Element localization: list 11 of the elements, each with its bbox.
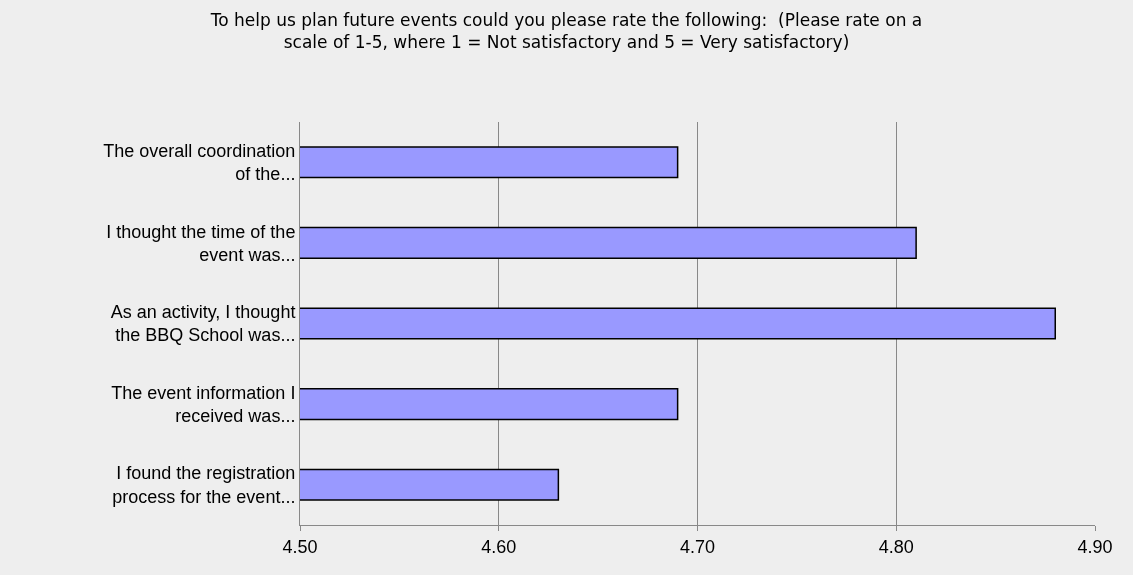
x-tick-label: 4.80: [878, 536, 914, 557]
chart-title: To help us plan future events could you please rate the following: (Please rate on a scale of 1-5, where 1 = Not satisfactory and 5 = Very satisfactory): [209, 9, 923, 52]
x-tick-label: 4.50: [282, 536, 318, 557]
y-tick-label: I thought the time of the event was...: [106, 221, 296, 265]
x-tick-label: 4.60: [481, 536, 517, 557]
y-tick-label: The overall coordination of the...: [103, 140, 296, 185]
y-tick-label: The event information I received was...: [111, 382, 296, 427]
x-tick-label: 4.90: [1077, 536, 1113, 557]
x-tick-label: 4.70: [679, 536, 716, 557]
y-tick-label: As an activity, I thought the BBQ School was...: [110, 302, 296, 346]
y-tick-label: I found the registration process for the event...: [112, 463, 296, 507]
